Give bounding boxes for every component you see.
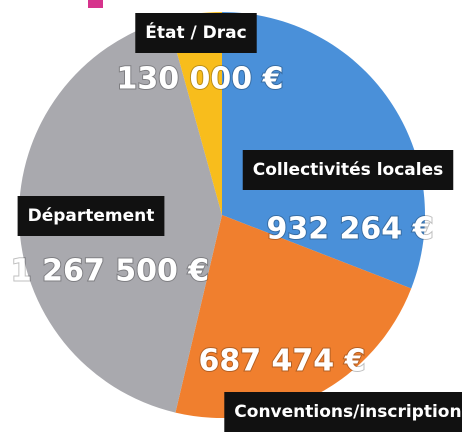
pie [18,12,425,418]
slice [175,215,412,418]
category-label: Collectivités locales [253,160,444,180]
category-box [224,392,462,432]
category-box [242,150,454,190]
value-label: 1 267 500 € [11,254,209,289]
value-label: 130 000 € [116,62,283,97]
category-label: État / Drac [145,21,246,43]
value-label: 932 264 € [266,212,433,247]
slice [167,12,222,215]
category-box [135,13,257,53]
value-label: 687 474 € [198,344,365,379]
labels: Collectivités locales 932 264 € Convention… [10,13,462,432]
decoration [88,0,103,8]
category-label: Conventions/inscriptions [234,402,462,422]
category-label: Département [28,206,155,226]
category-box [17,196,165,236]
